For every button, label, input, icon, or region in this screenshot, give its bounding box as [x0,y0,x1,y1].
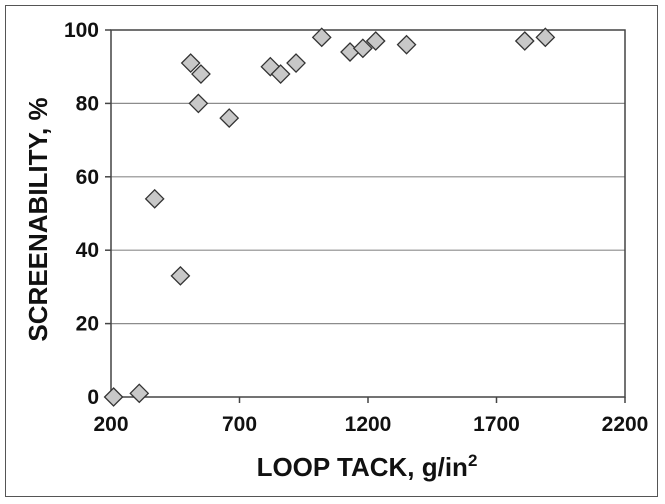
y-axis-title: SCREENABILITY, % [23,97,53,341]
x-tick-label: 2200 [602,413,649,436]
data-point-18 [535,27,556,48]
data-point-6 [188,93,209,114]
data-point-1 [103,387,124,407]
x-axis-title: LOOP TACK, g/in2 [257,451,478,482]
data-point-4 [170,265,191,286]
y-tick-label: 20 [76,313,99,336]
data-point-15 [365,31,386,51]
data-points [103,27,556,407]
data-point-16 [396,34,417,55]
y-tick-label: 60 [76,166,99,189]
tick-labels: 0 20 40 60 80 100 200 700 1200 1700 2200 [64,19,648,436]
data-point-14 [352,38,373,59]
x-axis-title-text: LOOP TACK, g/in [257,452,468,482]
y-tick-label: 100 [64,19,99,42]
plot-area [110,29,626,398]
data-point-12 [311,27,332,48]
y-tick-label: 0 [87,386,99,409]
data-point-11 [286,53,306,73]
data-point-5 [180,53,201,73]
data-point-8 [219,108,240,128]
data-point-2 [129,383,150,404]
x-tick-label: 1200 [345,413,392,436]
gridlines [105,29,626,403]
chart-frame [5,5,658,497]
x-tick-label: 1700 [473,413,520,436]
x-tick-label: 700 [222,413,257,436]
data-point-3 [144,188,165,209]
data-point-7 [191,64,211,84]
x-tick-label: 200 [93,413,128,436]
y-tick-label: 80 [76,92,99,115]
data-point-17 [514,31,535,51]
x-axis-title-superscript: 2 [468,451,477,470]
y-tick-label: 40 [76,239,99,262]
data-point-10 [270,64,291,84]
